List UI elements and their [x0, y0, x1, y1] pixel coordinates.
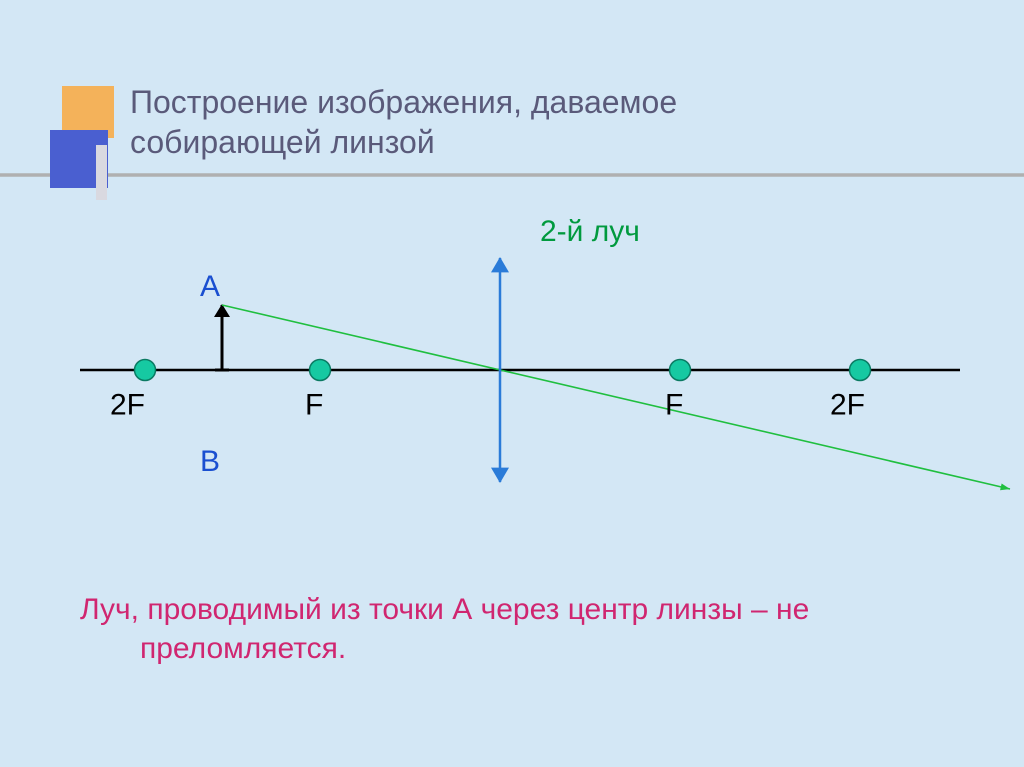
slide-title: Построение изображения, даваемое собираю… — [130, 82, 677, 162]
point-label-B: В — [200, 445, 220, 479]
svg-text:F: F — [665, 389, 683, 422]
caption: Луч, проводимый из точки А через центр л… — [80, 590, 960, 668]
title-line-2: собирающей линзой — [130, 122, 677, 162]
ray-2-label: 2-й луч — [540, 215, 640, 249]
point-label-A: A — [200, 270, 220, 304]
svg-text:F: F — [305, 389, 323, 422]
svg-text:2F: 2F — [110, 389, 145, 422]
caption-line-2: преломляется. — [140, 629, 960, 668]
slide: Построение изображения, даваемое собираю… — [0, 0, 1024, 767]
svg-text:2F: 2F — [830, 389, 865, 422]
caption-line-1: Луч, проводимый из точки А через центр л… — [80, 593, 809, 626]
title-line-1: Построение изображения, даваемое — [130, 82, 677, 122]
